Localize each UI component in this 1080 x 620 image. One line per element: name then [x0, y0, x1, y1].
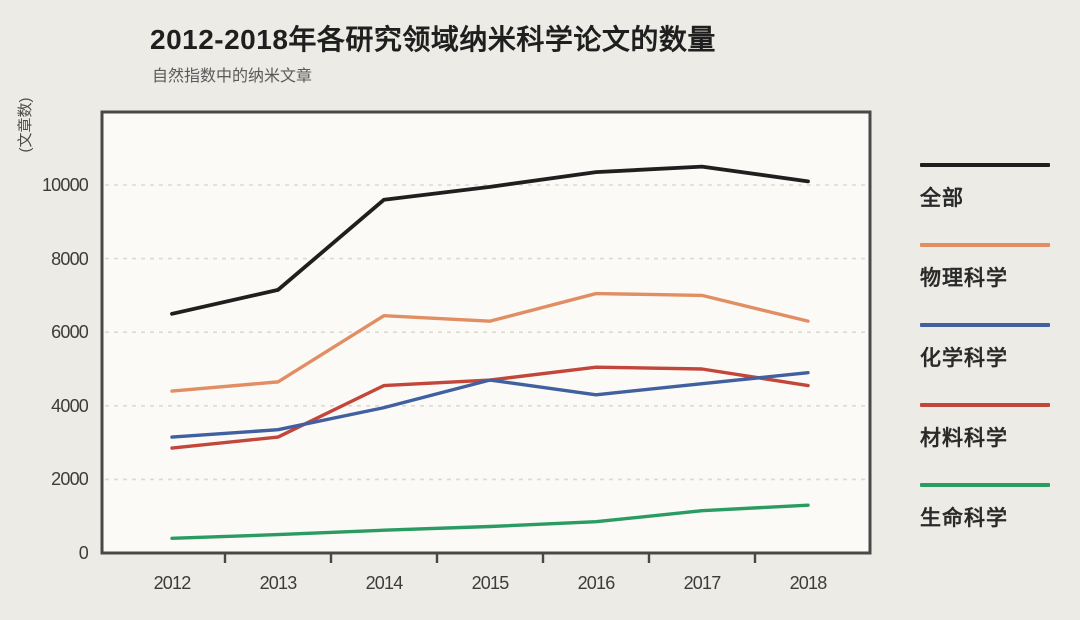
x-tick-label-2016: 2016 [577, 573, 616, 593]
legend-swatch-chemical-sciences [920, 323, 1050, 327]
legend-item-materials-science: 材料科学 [920, 403, 1052, 452]
legend-label-physical-sciences: 物理科学 [920, 267, 1008, 290]
x-tick-label-2015: 2015 [471, 573, 510, 593]
series-line-all [170, 164, 810, 316]
legend-swatch-life-sciences [920, 483, 1050, 487]
y-tick-label-0: 0 [78, 543, 89, 563]
legend-item-life-sciences: 生命科学 [920, 483, 1052, 532]
y-tick-label-2000: 2000 [51, 469, 89, 490]
legend-item-all: 全部 [920, 163, 1052, 212]
legend-label-all: 全部 [920, 187, 964, 210]
x-tick-label-2013: 2013 [259, 573, 298, 593]
legend-item-chemical-sciences: 化学科学 [920, 323, 1052, 372]
x-tick-label-2014: 2014 [365, 573, 404, 593]
series-line-life-sciences [170, 503, 810, 540]
y-tick-label-10000: 10000 [41, 175, 89, 195]
legend-swatch-physical-sciences [920, 243, 1050, 247]
x-tick-label-2017: 2017 [683, 573, 722, 593]
chart-title: 2012-2018年各研究领域纳米科学论文的数量 [150, 24, 716, 55]
y-tick-label-6000: 6000 [51, 322, 89, 343]
legend-item-physical-sciences: 物理科学 [920, 243, 1052, 292]
series-line-physical-sciences [170, 291, 810, 393]
x-tick-label-2012: 2012 [153, 573, 192, 593]
y-tick-label-8000: 8000 [51, 248, 89, 269]
y-tick-label-4000: 4000 [51, 395, 89, 416]
x-tick-label-2018: 2018 [789, 573, 828, 593]
legend: 全部物理科学化学科学材料科学生命科学 [920, 163, 1052, 563]
legend-swatch-materials-science [920, 403, 1050, 407]
legend-label-materials-science: 材料科学 [920, 427, 1008, 450]
chart-subtitle: 自然指数中的纳米文章 [152, 68, 313, 85]
series-line-chemical-sciences [170, 370, 810, 439]
legend-swatch-all [920, 163, 1050, 167]
legend-label-chemical-sciences: 化学科学 [920, 347, 1008, 370]
legend-label-life-sciences: 生命科学 [920, 507, 1008, 530]
